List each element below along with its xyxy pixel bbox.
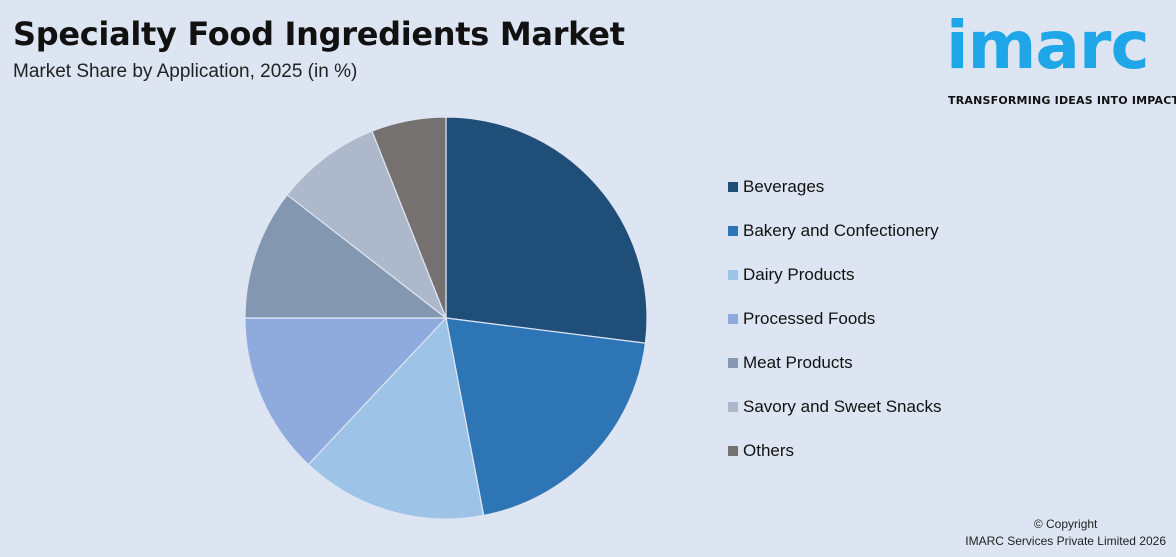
legend-swatch [728, 226, 738, 236]
pie-slice-beverages [445, 116, 648, 344]
legend-item-meat: Meat Products [728, 352, 941, 374]
legend-item-snacks: Savory and Sweet Snacks [728, 396, 941, 418]
chart-subtitle: Market Share by Application, 2025 (in %) [13, 61, 358, 82]
copyright: © Copyright IMARC Services Private Limit… [965, 516, 1166, 550]
pie-slice-bakery [445, 317, 647, 517]
legend-swatch [728, 182, 738, 192]
pie-chart [244, 116, 648, 520]
legend-item-others: Others [728, 440, 941, 462]
legend-item-dairy: Dairy Products [728, 264, 941, 286]
legend-item-bakery: Bakery and Confectionery [728, 220, 941, 242]
legend-label: Processed Foods [743, 309, 876, 328]
logo-tagline: TRANSFORMING IDEAS INTO IMPACT [948, 94, 1176, 107]
copyright-line2: IMARC Services Private Limited 2026 [965, 534, 1166, 548]
legend-item-processed-foods: Processed Foods [728, 308, 941, 330]
legend-label: Meat Products [743, 353, 853, 372]
chart-legend: Beverages Bakery and Confectionery Dairy… [728, 176, 941, 484]
legend-item-beverages: Beverages [728, 176, 941, 198]
legend-swatch [728, 446, 738, 456]
pie-slice-snacks [286, 130, 448, 320]
legend-swatch [728, 358, 738, 368]
legend-label: Beverages [743, 177, 825, 196]
pie-slice-meat [244, 193, 448, 319]
pie-slice-dairy [307, 316, 485, 520]
pie-slice-processed-foods [244, 317, 448, 466]
legend-swatch [728, 270, 738, 280]
pie-slice-others [371, 116, 447, 319]
legend-label: Dairy Products [743, 265, 855, 284]
chart-title: Specialty Food Ingredients Market [13, 15, 625, 53]
logo-wordmark: imarc [946, 7, 1150, 84]
copyright-line1: © Copyright [1033, 517, 1098, 531]
legend-swatch [728, 314, 738, 324]
legend-label: Others [743, 441, 795, 460]
imarc-logo: imarc TRANSFORMING IDEAS INTO IMPACT [940, 7, 1176, 110]
legend-label: Savory and Sweet Snacks [743, 397, 942, 416]
legend-swatch [728, 402, 738, 412]
legend-label: Bakery and Confectionery [743, 221, 939, 240]
